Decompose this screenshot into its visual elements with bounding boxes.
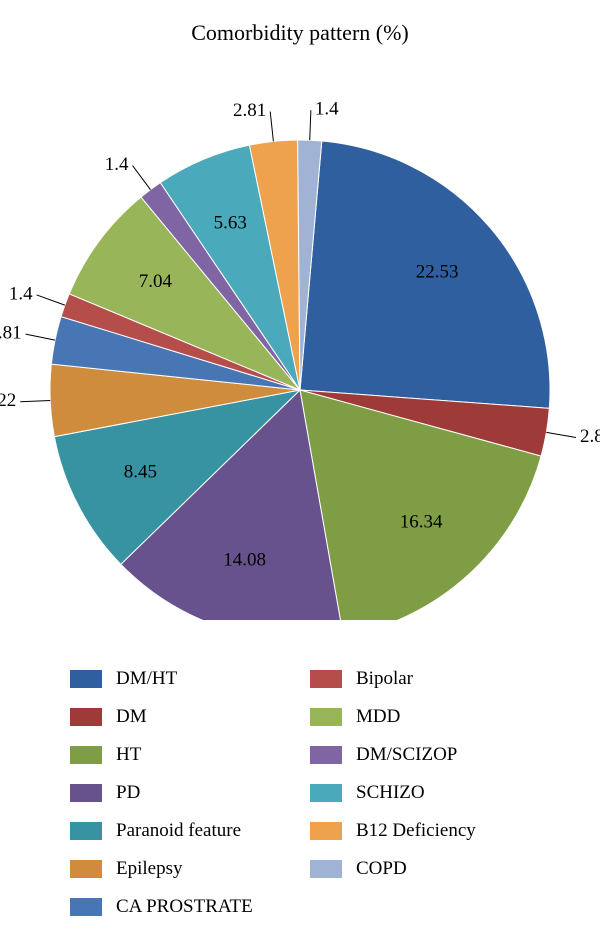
legend-item: Paranoid feature — [70, 820, 310, 842]
legend-label: B12 Deficiency — [356, 820, 476, 842]
slice-value-label: 1.4 — [105, 154, 129, 175]
pie-chart: 22.53 2.81 16.34 14.08 8.45 4.22 2.81 1.4 7.04 1.… — [0, 60, 600, 620]
slice-value-label: 14.08 — [223, 550, 266, 571]
slice-value-label: 2.81 — [0, 322, 22, 343]
legend-swatch — [70, 670, 102, 688]
legend-item: DM/SCIZOP — [310, 744, 550, 766]
legend-swatch — [310, 784, 342, 802]
leader-line — [133, 166, 151, 190]
legend-item: HT — [70, 744, 310, 766]
legend-item: CA PROSTRATE — [70, 896, 310, 918]
legend-label: MDD — [356, 706, 400, 728]
slice-value-label: 7.04 — [139, 271, 173, 292]
legend-label: Epilepsy — [116, 858, 183, 880]
legend-swatch — [310, 746, 342, 764]
legend-swatch — [70, 860, 102, 878]
legend-swatch — [310, 670, 342, 688]
legend-swatch — [70, 898, 102, 916]
legend-item: COPD — [310, 858, 550, 880]
leader-line — [26, 334, 55, 340]
slice-value-label: 16.34 — [400, 511, 443, 532]
legend-label: HT — [116, 744, 141, 766]
legend-swatch — [310, 822, 342, 840]
leader-line — [546, 432, 576, 437]
legend-swatch — [70, 822, 102, 840]
legend-label: DM/SCIZOP — [356, 744, 457, 766]
chart-container: Comorbidity pattern (%) 22.53 2.81 16.34 14… — [0, 0, 600, 938]
legend-column-1: DM/HT DM HT PD Paranoid feature Epilepsy CA PR… — [70, 660, 310, 926]
legend-swatch — [70, 708, 102, 726]
slice-value-label: 2.81 — [233, 100, 266, 121]
slice-value-label: 1.4 — [9, 283, 33, 304]
legend-swatch — [70, 746, 102, 764]
legend-item: Epilepsy — [70, 858, 310, 880]
slice-value-label: 5.63 — [214, 212, 247, 233]
slice-value-label: 2.81 — [580, 426, 600, 447]
legend-swatch — [310, 708, 342, 726]
legend-label: COPD — [356, 858, 407, 880]
legend-label: DM/HT — [116, 668, 177, 690]
leader-line — [20, 400, 50, 401]
slice-value-label: 8.45 — [124, 461, 157, 482]
legend-label: DM — [116, 706, 147, 728]
legend-column-2: Bipolar MDD DM/SCIZOP SCHIZO B12 Deficiency C… — [310, 660, 550, 926]
chart-title: Comorbidity pattern (%) — [0, 20, 600, 46]
legend-item: Bipolar — [310, 668, 550, 690]
legend-item: SCHIZO — [310, 782, 550, 804]
legend-item: DM/HT — [70, 668, 310, 690]
legend-item: PD — [70, 782, 310, 804]
legend-item: DM — [70, 706, 310, 728]
legend-swatch — [70, 784, 102, 802]
legend-label: Paranoid feature — [116, 820, 241, 842]
legend-label: CA PROSTRATE — [116, 896, 253, 918]
slice-value-label: 1.4 — [315, 99, 339, 120]
legend-item: B12 Deficiency — [310, 820, 550, 842]
slice-value-label: 22.53 — [416, 262, 459, 283]
legend-label: PD — [116, 782, 140, 804]
legend-label: Bipolar — [356, 668, 413, 690]
slice-value-label: 4.22 — [0, 390, 16, 411]
leader-line — [270, 112, 273, 142]
legend-swatch — [310, 860, 342, 878]
legend: DM/HT DM HT PD Paranoid feature Epilepsy CA PR… — [70, 660, 550, 926]
legend-label: SCHIZO — [356, 782, 425, 804]
leader-line — [37, 295, 65, 305]
leader-line — [310, 110, 311, 140]
legend-item: MDD — [310, 706, 550, 728]
